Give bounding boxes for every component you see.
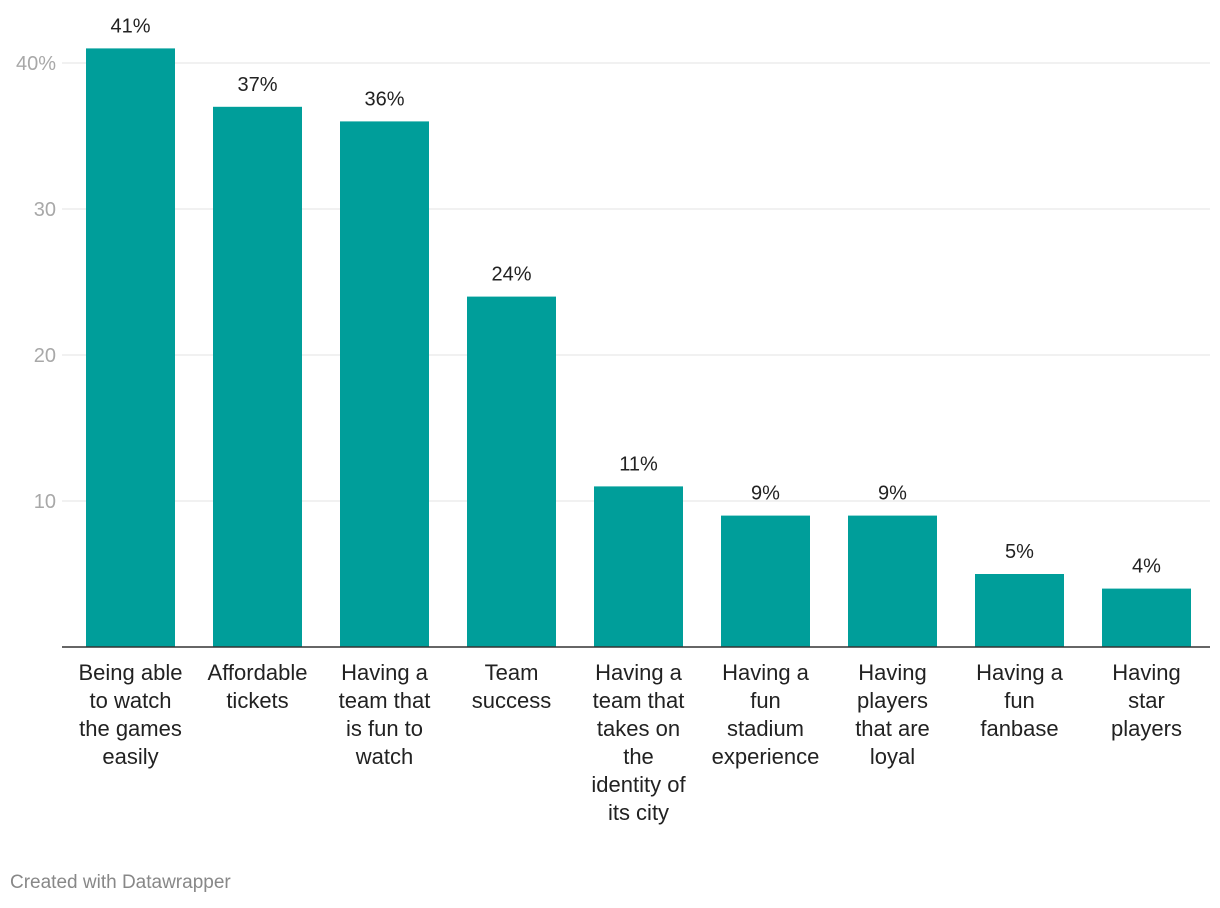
category-label-line: experience	[712, 744, 820, 769]
bar	[975, 574, 1064, 647]
bar	[594, 486, 683, 647]
bar	[340, 121, 429, 647]
value-label: 37%	[237, 74, 277, 96]
bar-chart: 10 20 30 40% 41% 37% 36% 24% 11% 9% 9% 5% 4% Being …	[16, 15, 1210, 825]
category-label-line: the	[623, 744, 654, 769]
category-label-line: Affordable	[208, 660, 308, 685]
value-label: 41%	[110, 15, 150, 37]
category-label-line: Team	[485, 660, 539, 685]
bar	[213, 106, 302, 648]
category-label-line: Having	[858, 660, 926, 685]
value-label: 9%	[751, 483, 780, 505]
y-tick-label: 10	[34, 491, 56, 513]
value-label: 11%	[619, 453, 658, 475]
category-label-line: players	[857, 688, 928, 713]
bar	[467, 296, 556, 647]
category-label-line: success	[472, 688, 551, 713]
category-label-line: star	[1128, 688, 1165, 713]
category-label-line: is fun to	[346, 716, 423, 741]
category-label: Being able to watch the games easily	[79, 660, 183, 769]
category-label-line: tickets	[226, 688, 288, 713]
category-label: Affordable tickets	[208, 660, 308, 713]
category-label-line: stadium	[727, 716, 804, 741]
category-labels: Being able to watch the games easily Afforda…	[79, 660, 1182, 825]
category-label: Having a team that is fun to watch	[339, 660, 431, 769]
value-label: 36%	[364, 88, 404, 110]
category-label-line: its city	[608, 800, 669, 825]
value-labels: 41% 37% 36% 24% 11% 9% 9% 5% 4%	[110, 15, 1161, 577]
bar	[86, 48, 175, 647]
category-label-line: Having a	[722, 660, 810, 685]
category-label-line: team that	[593, 688, 685, 713]
value-label: 9%	[878, 483, 907, 505]
value-label: 24%	[491, 264, 531, 286]
category-label-line: easily	[102, 744, 158, 769]
value-label: 5%	[1005, 541, 1034, 563]
category-label-line: fun	[1004, 688, 1035, 713]
y-tick-label: 20	[34, 345, 56, 367]
category-label-line: watch	[355, 744, 413, 769]
category-label-line: Having a	[595, 660, 683, 685]
category-label-line: identity of	[591, 772, 686, 797]
category-label-line: Having a	[976, 660, 1064, 685]
bars	[86, 48, 1191, 648]
category-label-line: that are	[855, 716, 930, 741]
category-label: Team success	[472, 660, 551, 713]
category-label-line: team that	[339, 688, 431, 713]
credit-text: Created with Datawrapper	[10, 872, 231, 893]
category-label-line: Having	[1112, 660, 1180, 685]
category-label-line: takes on	[597, 716, 680, 741]
category-label: Having a team that takes on the identity of i…	[591, 660, 686, 825]
bar	[721, 515, 810, 647]
category-label-line: players	[1111, 716, 1182, 741]
category-label-line: the games	[79, 716, 182, 741]
category-label: Having star players	[1111, 660, 1182, 741]
category-label-line: fun	[750, 688, 781, 713]
category-label-line: Having a	[341, 660, 429, 685]
category-label-line: loyal	[870, 744, 915, 769]
y-tick-label: 40%	[16, 53, 56, 75]
category-label: Having players that are loyal	[855, 660, 930, 769]
category-label: Having a fun fanbase	[976, 660, 1064, 741]
category-label: Having a fun stadium experience	[712, 660, 820, 769]
gridlines: 10 20 30 40%	[16, 53, 1210, 513]
y-tick-label: 30	[34, 199, 56, 221]
value-label: 4%	[1132, 556, 1161, 578]
bar	[848, 515, 937, 647]
category-label-line: Being able	[79, 660, 183, 685]
bar	[1102, 588, 1191, 647]
category-label-line: fanbase	[980, 716, 1058, 741]
category-label-line: to watch	[90, 688, 172, 713]
